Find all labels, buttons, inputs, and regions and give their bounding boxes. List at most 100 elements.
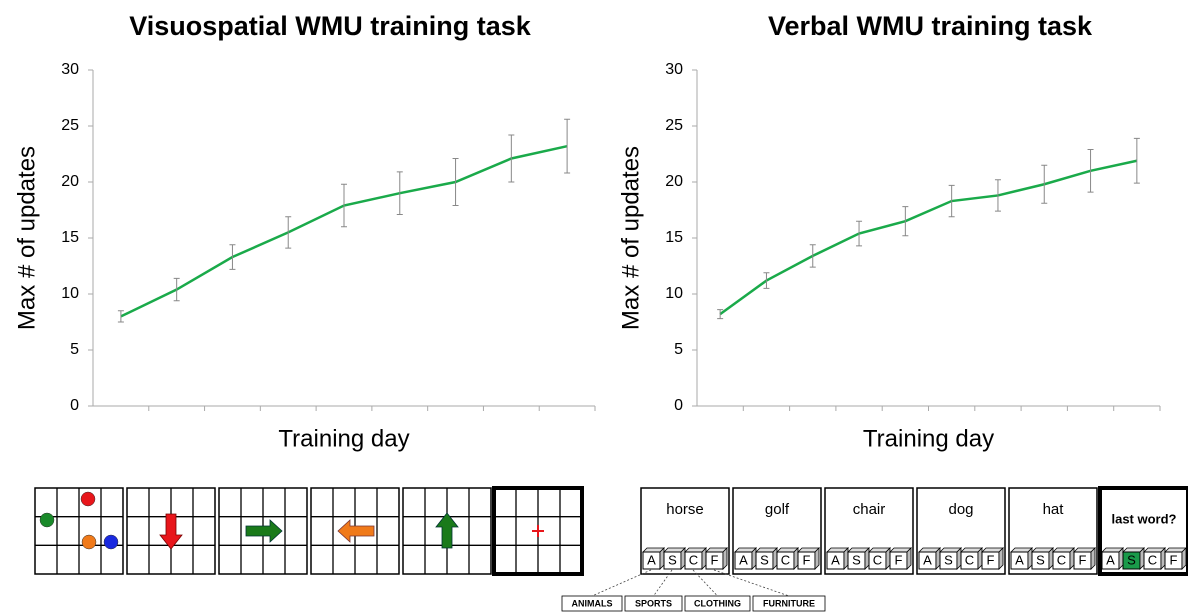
key-letter: F bbox=[895, 552, 903, 567]
key-side bbox=[998, 547, 1004, 570]
word: chair bbox=[853, 501, 886, 518]
key-side bbox=[1090, 547, 1096, 570]
key-side bbox=[1027, 547, 1033, 570]
key-side bbox=[659, 547, 665, 570]
chart-title: Visuospatial WMU training task bbox=[129, 11, 532, 41]
key-letter: A bbox=[923, 552, 932, 567]
error-bar bbox=[117, 310, 124, 323]
y-tick-label: 20 bbox=[665, 173, 683, 190]
key-letter: S bbox=[944, 552, 953, 567]
dot bbox=[80, 491, 96, 507]
error-bar bbox=[1133, 137, 1140, 184]
dashed-link bbox=[713, 569, 790, 597]
dot bbox=[39, 512, 55, 528]
key-side bbox=[843, 547, 849, 570]
error-bar bbox=[1041, 164, 1048, 204]
error-bar bbox=[948, 184, 955, 218]
key-letter: A bbox=[739, 552, 748, 567]
x-axis-label: Training day bbox=[863, 425, 994, 452]
key-side bbox=[1118, 547, 1124, 570]
y-tick-label: 0 bbox=[674, 397, 683, 414]
error-bar bbox=[173, 277, 180, 302]
x-axis-label: Training day bbox=[278, 425, 409, 452]
key-side bbox=[701, 547, 707, 570]
error-bar bbox=[452, 157, 459, 207]
key-side bbox=[906, 547, 912, 570]
y-axis-label: Max # of updates bbox=[617, 146, 644, 330]
dashed-link bbox=[591, 569, 652, 597]
key-side bbox=[885, 547, 891, 570]
dashed-link bbox=[653, 569, 673, 597]
key-letter: C bbox=[873, 552, 882, 567]
key-side bbox=[722, 547, 728, 570]
key-letter: S bbox=[1127, 552, 1136, 567]
key-letter: F bbox=[1170, 552, 1178, 567]
key-side bbox=[864, 547, 870, 570]
category-box bbox=[684, 595, 751, 612]
key-side bbox=[680, 547, 686, 570]
y-tick-label: 30 bbox=[61, 61, 79, 78]
y-tick-label: 30 bbox=[665, 61, 683, 78]
error-bar bbox=[717, 309, 724, 320]
y-tick-label: 0 bbox=[70, 397, 79, 414]
category-label: SPORTS bbox=[635, 598, 672, 608]
arrow-left bbox=[337, 519, 375, 543]
key-letter: C bbox=[1057, 552, 1066, 567]
error-bar bbox=[229, 244, 236, 270]
key-letter: F bbox=[1079, 552, 1087, 567]
dashed-link bbox=[692, 569, 718, 597]
key-side bbox=[1181, 547, 1187, 570]
key-letter: C bbox=[689, 552, 698, 567]
error-bar bbox=[902, 206, 909, 237]
prompt: last word? bbox=[1111, 511, 1176, 526]
arrow-down bbox=[159, 513, 183, 550]
y-tick-label: 25 bbox=[61, 117, 79, 134]
arrow-up bbox=[435, 512, 459, 549]
y-tick-label: 5 bbox=[674, 341, 683, 358]
error-bar bbox=[341, 183, 347, 228]
y-tick-label: 15 bbox=[665, 229, 683, 246]
y-axis-label: Max # of updates bbox=[13, 146, 40, 330]
chart-title: Verbal WMU training task bbox=[768, 11, 1093, 41]
category-box bbox=[561, 595, 623, 612]
error-bar bbox=[564, 118, 571, 174]
key-side bbox=[1048, 547, 1054, 570]
key-letter: C bbox=[965, 552, 974, 567]
key-letter: A bbox=[647, 552, 656, 567]
key-letter: F bbox=[711, 552, 719, 567]
dot bbox=[81, 534, 97, 550]
key-side bbox=[793, 547, 799, 570]
error-bar bbox=[285, 216, 292, 249]
key-side bbox=[772, 547, 778, 570]
error-bar bbox=[508, 134, 515, 183]
key-side bbox=[977, 547, 983, 570]
arrow-right bbox=[245, 519, 283, 543]
error-bar bbox=[1087, 149, 1094, 193]
key-letter: S bbox=[760, 552, 769, 567]
key-letter: C bbox=[781, 552, 790, 567]
y-tick-label: 20 bbox=[61, 173, 79, 190]
y-tick-label: 10 bbox=[665, 285, 683, 302]
key-letter: A bbox=[1015, 552, 1024, 567]
key-letter: F bbox=[987, 552, 995, 567]
category-label: ANIMALS bbox=[572, 598, 613, 608]
fixation-cross bbox=[532, 525, 544, 537]
y-tick-label: 10 bbox=[61, 285, 79, 302]
error-bar bbox=[763, 272, 770, 289]
word: golf bbox=[765, 501, 790, 518]
category-label: CLOTHING bbox=[694, 598, 741, 608]
y-tick-label: 25 bbox=[665, 117, 683, 134]
category-label: FURNITURE bbox=[763, 598, 815, 608]
error-bar bbox=[856, 220, 863, 247]
key-letter: F bbox=[803, 552, 811, 567]
key-side bbox=[1160, 547, 1166, 570]
key-letter: S bbox=[852, 552, 861, 567]
error-bar bbox=[994, 179, 1001, 212]
key-side bbox=[751, 547, 757, 570]
y-tick-label: 5 bbox=[70, 341, 79, 358]
key-side bbox=[956, 547, 962, 570]
key-letter: S bbox=[1036, 552, 1045, 567]
key-letter: S bbox=[668, 552, 677, 567]
key-letter: A bbox=[831, 552, 840, 567]
word: hat bbox=[1043, 501, 1065, 518]
